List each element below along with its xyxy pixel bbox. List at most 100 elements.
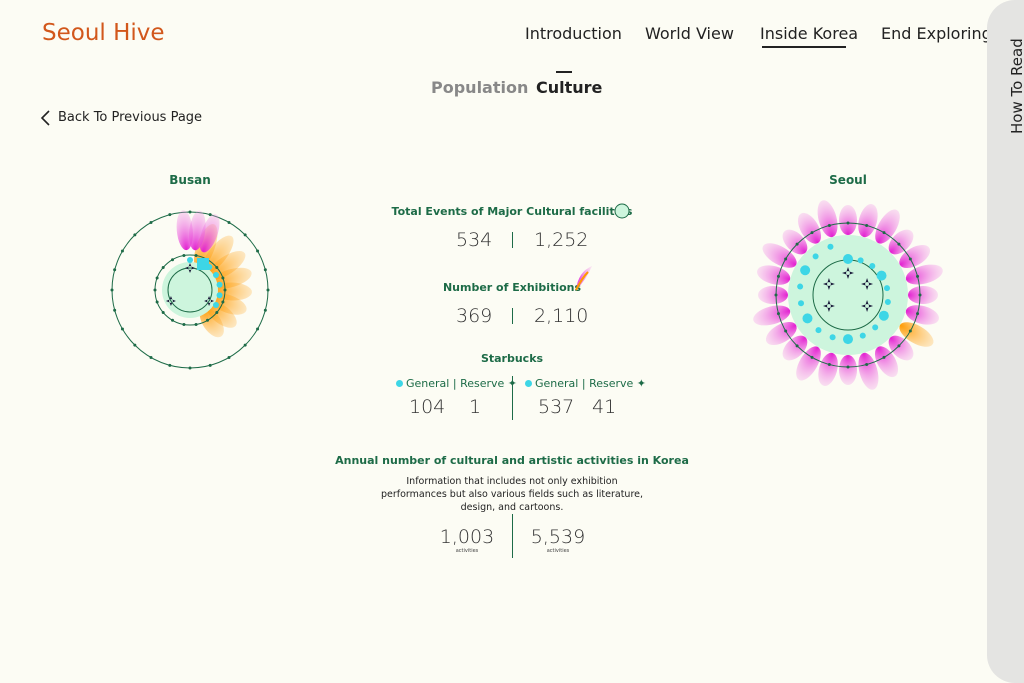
tab[interactable]: Culture bbox=[536, 78, 603, 97]
decoration bbox=[782, 335, 808, 361]
decoration bbox=[201, 235, 234, 274]
decoration bbox=[822, 300, 835, 312]
decoration bbox=[194, 322, 198, 326]
back-icon[interactable] bbox=[40, 109, 52, 127]
stat-value: 537 bbox=[538, 396, 575, 418]
decoration bbox=[875, 209, 900, 244]
stat-value: 1 bbox=[469, 396, 482, 418]
city-label: Seoul bbox=[829, 173, 867, 187]
decoration bbox=[897, 242, 901, 246]
side-tab[interactable]: How To Read bbox=[1008, 38, 1024, 134]
decoration bbox=[784, 329, 788, 333]
decoration bbox=[110, 288, 114, 292]
decoration bbox=[155, 300, 159, 304]
decoration bbox=[167, 267, 213, 313]
back-link[interactable]: Back To Previous Page bbox=[58, 110, 203, 125]
decoration bbox=[857, 257, 864, 264]
decoration bbox=[113, 268, 117, 272]
decoration bbox=[899, 244, 931, 269]
decoration bbox=[227, 220, 231, 224]
decoration bbox=[865, 363, 869, 367]
nav-link[interactable]: Inside Korea bbox=[760, 24, 859, 43]
nav-link[interactable]: Introduction bbox=[525, 24, 622, 43]
decoration bbox=[810, 355, 814, 359]
decoration bbox=[206, 318, 209, 322]
decoration bbox=[199, 307, 224, 338]
decoration bbox=[899, 322, 934, 347]
decoration bbox=[874, 346, 899, 378]
decoration bbox=[822, 278, 835, 290]
legend: General | Reserve ✦ bbox=[525, 377, 646, 390]
decoration bbox=[869, 263, 876, 270]
decoration bbox=[888, 335, 914, 361]
decoration bbox=[212, 302, 219, 308]
decoration bbox=[827, 243, 834, 250]
decoration bbox=[120, 249, 124, 253]
decoration bbox=[215, 266, 219, 270]
decoration bbox=[839, 355, 857, 385]
decoration bbox=[216, 292, 223, 299]
decoration bbox=[243, 343, 247, 347]
nav-underline bbox=[762, 46, 846, 48]
decoration bbox=[208, 213, 212, 217]
stat-title: Starbucks bbox=[480, 352, 544, 365]
decoration bbox=[171, 258, 174, 262]
decoration bbox=[797, 212, 822, 244]
decoration bbox=[865, 223, 869, 227]
decoration bbox=[859, 332, 866, 339]
decoration bbox=[227, 356, 231, 360]
stat-value: 1,252 bbox=[534, 229, 589, 251]
decoration bbox=[888, 229, 914, 255]
logo[interactable]: Seoul Hive bbox=[42, 20, 165, 46]
decoration bbox=[204, 296, 215, 306]
city-label: Busan bbox=[169, 173, 211, 187]
decoration bbox=[215, 310, 219, 314]
stat-value: 534 bbox=[456, 229, 493, 251]
decoration bbox=[818, 352, 838, 386]
decoration bbox=[827, 223, 831, 227]
decoration bbox=[842, 267, 854, 279]
decoration bbox=[182, 254, 186, 258]
decoration bbox=[223, 288, 227, 292]
stat-value: 2,110 bbox=[534, 305, 589, 327]
decoration bbox=[199, 214, 220, 253]
decoration bbox=[795, 242, 799, 246]
tab[interactable]: Population bbox=[431, 78, 529, 97]
decoration bbox=[197, 258, 209, 270]
decoration bbox=[165, 296, 176, 306]
decoration bbox=[798, 300, 805, 307]
nav-link[interactable]: End Exploring bbox=[881, 24, 992, 43]
decoration bbox=[788, 235, 908, 355]
decoration bbox=[918, 293, 922, 297]
side-panel[interactable] bbox=[987, 0, 1024, 683]
decoration bbox=[187, 257, 193, 263]
decoration bbox=[815, 327, 822, 334]
decoration bbox=[882, 355, 886, 359]
decoration bbox=[916, 312, 920, 316]
decoration bbox=[843, 254, 853, 264]
decoration bbox=[149, 356, 153, 360]
decoration bbox=[797, 283, 804, 290]
decoration bbox=[916, 274, 920, 278]
decoration bbox=[266, 288, 270, 292]
stat-value: 1,003 activities bbox=[439, 526, 495, 554]
flower-visuals bbox=[110, 200, 943, 390]
stat-value: 5,539 activities bbox=[530, 526, 586, 554]
decoration bbox=[782, 229, 808, 255]
decoration bbox=[208, 363, 212, 367]
decoration bbox=[884, 299, 891, 306]
decoration bbox=[182, 322, 186, 326]
decoration bbox=[161, 266, 165, 270]
decoration bbox=[872, 324, 879, 331]
stat-value: 369 bbox=[456, 305, 493, 327]
decoration bbox=[802, 313, 813, 324]
stat-title: Annual number of cultural and artistic a… bbox=[335, 454, 689, 467]
nav-link[interactable]: World View bbox=[645, 24, 734, 43]
decoration bbox=[882, 231, 886, 235]
decoration bbox=[133, 343, 137, 347]
decoration bbox=[188, 210, 192, 214]
decoration bbox=[188, 366, 192, 370]
decoration bbox=[765, 321, 797, 346]
decoration bbox=[878, 310, 889, 321]
decoration bbox=[861, 300, 874, 312]
